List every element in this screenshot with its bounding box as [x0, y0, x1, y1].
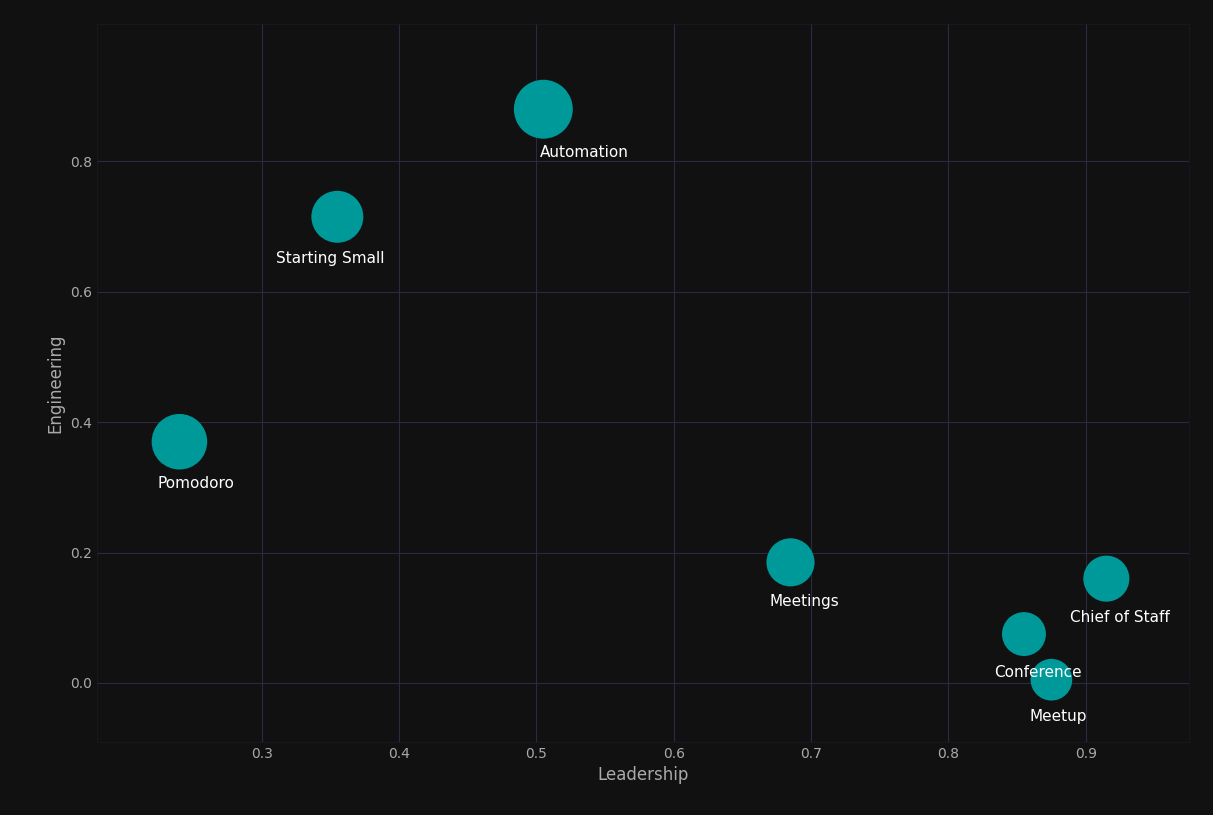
Point [534, 103, 553, 116]
Text: Meetings: Meetings [769, 593, 839, 609]
Text: Meetup: Meetup [1030, 709, 1087, 724]
Point [1042, 673, 1061, 686]
Text: Chief of Staff: Chief of Staff [1070, 610, 1171, 625]
Text: Automation: Automation [540, 145, 630, 160]
Point [1097, 572, 1116, 585]
X-axis label: Leadership: Leadership [597, 766, 689, 784]
Point [1014, 628, 1033, 641]
Point [170, 435, 189, 448]
Point [328, 210, 347, 223]
Text: Conference: Conference [993, 665, 1082, 681]
Text: Starting Small: Starting Small [277, 251, 385, 266]
Y-axis label: Engineering: Engineering [46, 333, 64, 433]
Text: Pomodoro: Pomodoro [158, 476, 234, 491]
Point [781, 556, 801, 569]
